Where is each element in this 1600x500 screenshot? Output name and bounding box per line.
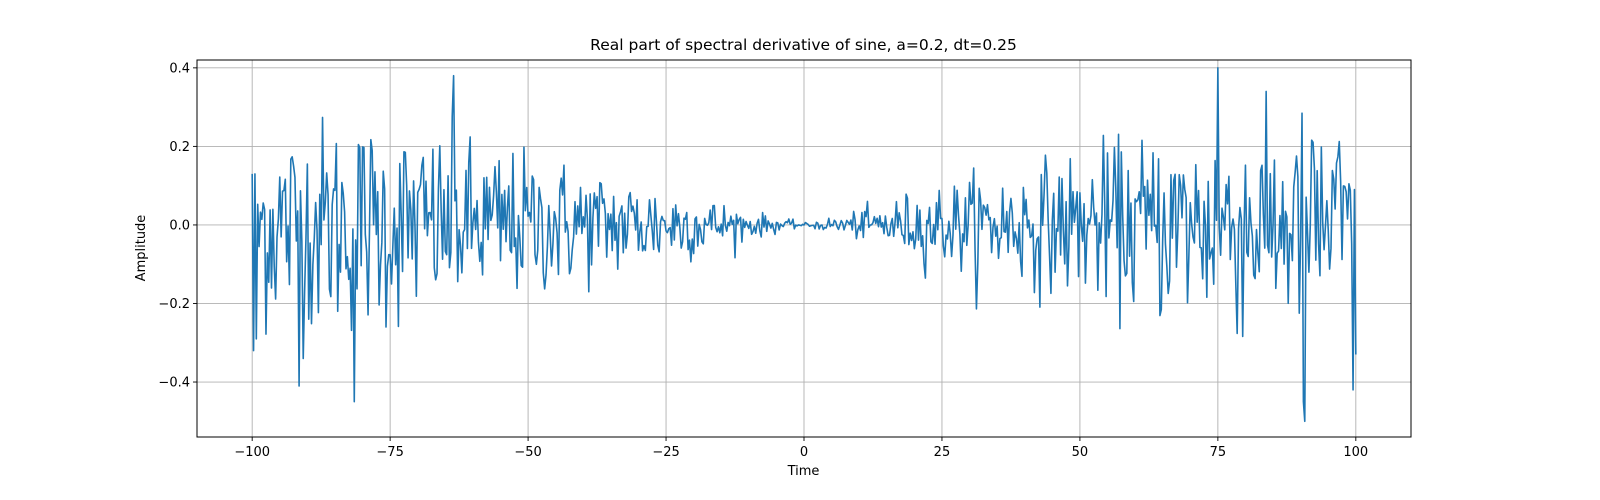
y-tick-label: −0.2 <box>158 297 190 312</box>
y-axis-title: Amplitude <box>134 215 149 282</box>
series-line <box>251 67 1357 423</box>
x-tick-label: −100 <box>234 445 270 460</box>
x-tick-label: −25 <box>652 445 679 460</box>
y-tick-label: 0.0 <box>169 218 190 233</box>
y-tick-label: −0.4 <box>158 376 190 391</box>
x-tick-label: 100 <box>1343 445 1368 460</box>
y-tick-label: 0.2 <box>169 140 190 155</box>
x-tick-label: −50 <box>514 445 541 460</box>
chart-title: Real part of spectral derivative of sine… <box>590 36 1017 54</box>
y-tick-label: 0.4 <box>169 61 190 76</box>
x-tick-label: 25 <box>934 445 951 460</box>
axis-ticks: −100 −75 −50 −25 0 25 50 75 100 −0.4 −0.2 0.0 0.2 0.4 <box>158 61 1368 460</box>
x-tick-label: 50 <box>1072 445 1089 460</box>
x-tick-label: 75 <box>1210 445 1227 460</box>
x-tick-label: −75 <box>376 445 403 460</box>
x-axis-title: Time <box>787 464 820 479</box>
x-tick-label: 0 <box>800 445 808 460</box>
